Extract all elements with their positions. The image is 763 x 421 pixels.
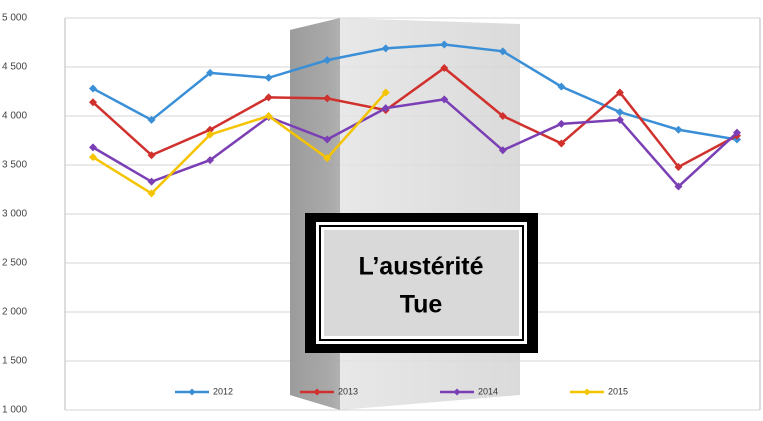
chart: 1 000 1 500 2 000 2 500 3 000 3 500 4 000 4 500…	[0, 0, 763, 421]
point	[674, 126, 682, 134]
y-tick-label: 3 500	[2, 160, 27, 171]
legend-marker	[189, 389, 196, 396]
legend-label: 2015	[608, 386, 628, 396]
legend-label: 2014	[478, 386, 498, 396]
y-tick-label: 4 500	[2, 62, 27, 73]
y-tick-label: 2 000	[2, 307, 27, 318]
legend-marker	[584, 389, 591, 396]
point	[616, 108, 624, 116]
point	[265, 74, 273, 82]
sign: L’austérité Tue	[305, 213, 538, 353]
y-tick-label: 4 000	[2, 111, 27, 122]
legend-label: 2012	[213, 386, 233, 396]
y-tick-label: 1 500	[2, 356, 27, 367]
y-tick-label: 2 500	[2, 258, 27, 269]
y-tick-label: 5 000	[2, 13, 27, 24]
y-tick-label: 3 000	[2, 209, 27, 220]
point	[557, 120, 565, 128]
y-tick-label: 1 000	[2, 405, 27, 416]
legend-label: 2013	[338, 386, 358, 396]
sign-line: L’austérité	[358, 253, 483, 281]
sign-line: Tue	[400, 291, 443, 319]
